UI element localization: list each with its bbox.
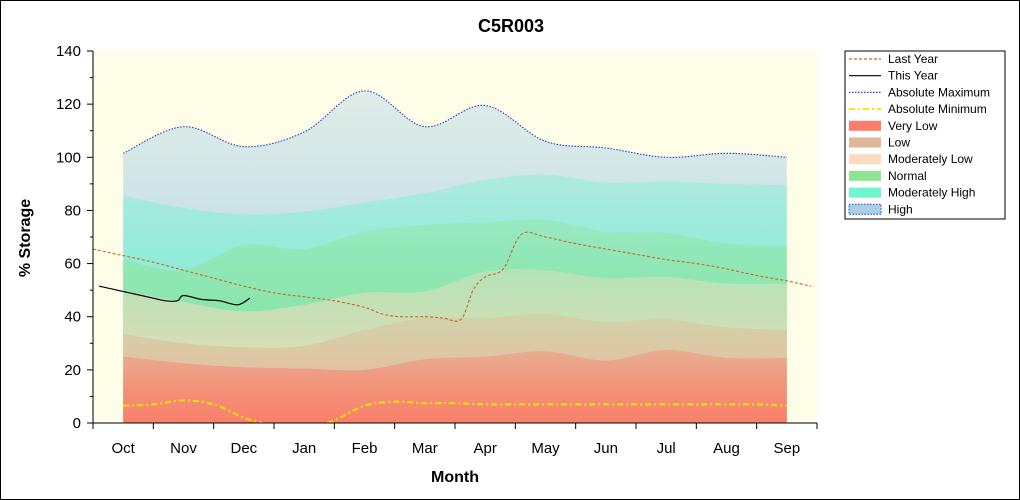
legend: Last Year This Year Absolute Maximum Absolu… [844, 50, 1006, 220]
x-tick-label-may: May [531, 440, 560, 457]
legend-item-moderately-low: Moderately Low [849, 152, 973, 166]
legend-item-low: Low [849, 136, 910, 150]
legend-swatch [849, 120, 881, 131]
legend-item-last-year: Last Year [849, 52, 938, 66]
series-absolute-minimum [123, 399, 787, 423]
chart-title: C5R003 [478, 16, 544, 36]
y-tick-label: 60 [64, 256, 81, 273]
legend-item-very-low: Very Low [849, 119, 938, 133]
y-tick-label: 20 [64, 362, 81, 379]
x-tick-label-nov: Nov [170, 440, 197, 457]
y-tick-label: 40 [64, 309, 81, 326]
legend-swatch [849, 170, 881, 181]
legend-item-this-year: This Year [849, 69, 938, 83]
axes: 0 20 40 60 80 100 120 140 Oct Nov Dec Jan Feb Mar Apr M… [56, 43, 818, 457]
legend-swatch [848, 203, 882, 215]
legend-label: Very Low [888, 119, 938, 133]
legend-label: Moderately High [888, 186, 975, 200]
y-tick-label: 140 [56, 43, 81, 60]
series-this-year [98, 285, 251, 306]
x-tick-label-mar: Mar [412, 440, 438, 457]
x-tick-label-jun: Jun [594, 440, 618, 457]
legend-label: Low [888, 136, 910, 150]
legend-item-normal: Normal [849, 169, 927, 183]
legend-label: Absolute Maximum [888, 85, 990, 99]
x-tick-label-aug: Aug [713, 440, 740, 457]
x-tick-label-sep: Sep [773, 440, 800, 457]
x-tick-label-feb: Feb [352, 440, 378, 457]
legend-swatch [849, 137, 881, 148]
legend-label: Moderately Low [888, 152, 973, 166]
x-tick-label-apr: Apr [473, 440, 496, 457]
x-tick-label-dec: Dec [230, 440, 257, 457]
x-axis-title: Month [431, 469, 479, 486]
legend-label: Normal [888, 169, 927, 183]
legend-swatch [849, 154, 881, 165]
plot-area [93, 51, 817, 423]
y-tick-label: 0 [73, 415, 81, 432]
legend-item-moderately-high: Moderately High [849, 186, 975, 200]
y-axis-title: % Storage [17, 199, 34, 277]
x-tick-label-jul: Jul [657, 440, 676, 457]
y-tick-label: 100 [56, 149, 81, 166]
legend-swatch [849, 187, 881, 198]
x-tick-label-jan: Jan [292, 440, 316, 457]
legend-item-absolute-maximum: Absolute Maximum [849, 85, 990, 99]
y-tick-label: 80 [64, 202, 81, 219]
legend-label: High [888, 202, 913, 216]
legend-label: Last Year [888, 52, 938, 66]
legend-item-high: High [848, 202, 913, 216]
series-last-year [93, 231, 812, 322]
x-tick-label-oct: Oct [111, 440, 135, 457]
legend-item-absolute-minimum: Absolute Minimum [849, 102, 987, 116]
legend-label: Absolute Minimum [888, 102, 987, 116]
legend-label: This Year [888, 69, 938, 83]
y-tick-label: 120 [56, 96, 81, 113]
